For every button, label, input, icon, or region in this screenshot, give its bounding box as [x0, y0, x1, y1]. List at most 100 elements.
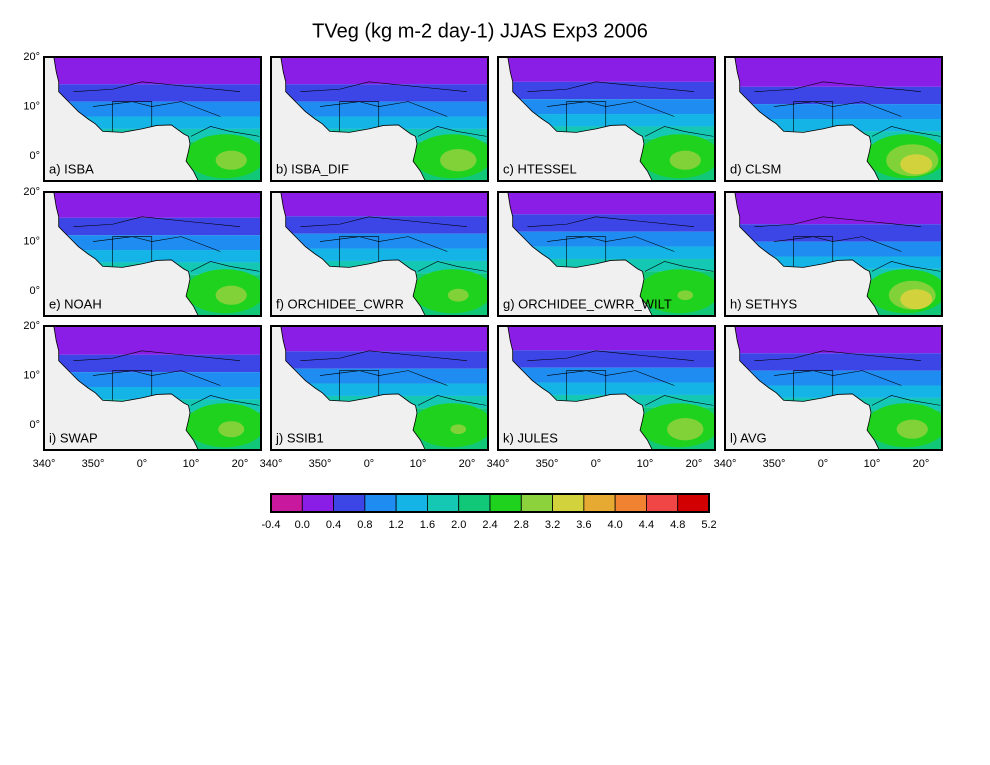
field-patch — [447, 288, 469, 302]
border — [112, 236, 153, 267]
field-band — [507, 382, 715, 395]
border — [73, 81, 240, 93]
panel-label: a) ISBA — [49, 161, 94, 176]
field-band — [507, 81, 715, 100]
colorbar-label: 3.2 — [545, 519, 560, 531]
colorbar-box — [552, 493, 585, 513]
border — [112, 101, 153, 132]
field-band — [53, 116, 261, 129]
panel-label: g) ORCHIDEE_CWRR_WILT — [503, 296, 672, 311]
border — [644, 261, 714, 272]
border — [527, 350, 694, 362]
lon-label: 340° — [260, 458, 283, 470]
field-band — [280, 248, 488, 261]
lon-label: 20° — [686, 458, 703, 470]
field-band — [734, 86, 942, 105]
border — [339, 370, 380, 401]
coastline — [53, 325, 262, 451]
field-patch — [669, 150, 701, 170]
panel-label: l) AVG — [730, 430, 767, 445]
coastline — [734, 191, 943, 317]
border — [566, 370, 607, 401]
panel-frame — [43, 191, 262, 317]
border — [190, 126, 260, 137]
panel-frame — [497, 56, 716, 182]
panel-frame — [43, 56, 262, 182]
colorbar-box — [364, 493, 397, 513]
map-panel: h) SETHYS — [724, 191, 943, 317]
colorbar-label: 4.4 — [639, 519, 654, 531]
border — [417, 261, 487, 272]
border — [190, 395, 260, 406]
field-band — [734, 241, 942, 257]
field-band — [53, 192, 261, 218]
colorbar-label: 0.0 — [295, 519, 310, 531]
border — [793, 370, 834, 401]
border — [871, 261, 941, 272]
colorbar-box — [301, 493, 334, 513]
colorbar-box — [489, 493, 522, 513]
field-band — [734, 326, 942, 354]
border — [793, 101, 834, 132]
panel-label: b) ISBA_DIF — [276, 161, 349, 176]
map-panel: i) SWAP — [43, 325, 262, 451]
coastline — [280, 56, 489, 182]
border — [527, 216, 694, 228]
field-band — [507, 367, 715, 383]
map-panel: k) JULES — [497, 325, 716, 451]
field-band — [53, 354, 261, 373]
border — [566, 236, 607, 267]
field-patch — [639, 269, 715, 314]
lon-label: 0° — [364, 458, 375, 470]
panel-label: j) SSIB1 — [275, 430, 324, 445]
lat-label: 0° — [29, 419, 40, 431]
panel-label: e) NOAH — [49, 296, 102, 311]
map-panel: b) ISBA_DIF — [270, 56, 489, 182]
coastline — [507, 325, 716, 451]
field-band — [734, 353, 942, 371]
field-band — [734, 370, 942, 386]
border — [112, 370, 153, 401]
border — [339, 101, 380, 132]
lon-label: 20° — [459, 458, 476, 470]
field-patch — [412, 403, 488, 448]
lon-label: 0° — [591, 458, 602, 470]
border — [417, 126, 487, 137]
colorbar-box — [427, 493, 460, 513]
colorbar-label: 2.8 — [514, 519, 529, 531]
colorbar-label: 2.0 — [451, 519, 466, 531]
border — [566, 101, 607, 132]
colorbar-box — [458, 493, 491, 513]
field-band — [53, 250, 261, 263]
border — [644, 126, 714, 137]
lat-label: 20° — [23, 320, 40, 332]
border — [871, 395, 941, 406]
field-band — [280, 368, 488, 384]
coastline — [53, 191, 262, 317]
panel-label: h) SETHYS — [730, 296, 798, 311]
field-patch — [450, 424, 467, 435]
field-band — [507, 99, 715, 115]
lon-label: 0° — [137, 458, 148, 470]
colorbar-box — [677, 493, 710, 513]
field-band — [507, 57, 715, 82]
border — [300, 81, 467, 93]
field-band — [53, 57, 261, 85]
colorbar-frame — [270, 493, 710, 513]
coastline — [280, 191, 489, 317]
panel-frame — [270, 325, 489, 451]
map-panel: c) HTESSEL — [497, 56, 716, 182]
figure-title: TVeg (kg m-2 day-1) JJAS Exp3 2006 — [312, 20, 648, 42]
coastline — [734, 56, 943, 182]
panel-label: f) ORCHIDEE_CWRR — [276, 296, 404, 311]
colorbar-box — [583, 493, 616, 513]
field-patch — [900, 289, 933, 310]
lat-label: 10° — [23, 236, 40, 248]
field-band — [734, 57, 942, 87]
lon-label: 350° — [309, 458, 332, 470]
colorbar-box — [520, 493, 553, 513]
colorbar-box — [395, 493, 428, 513]
panel-frame — [43, 325, 262, 451]
field-band — [280, 326, 488, 352]
field-band — [507, 326, 715, 351]
